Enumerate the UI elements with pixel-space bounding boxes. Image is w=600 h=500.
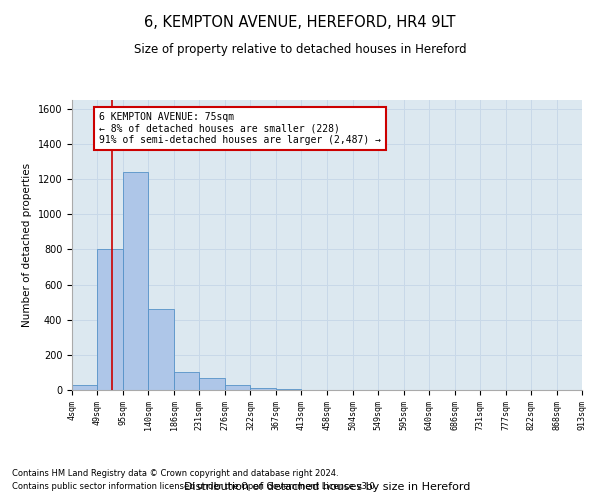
Bar [199, 378, 224, 390]
Bar [72, 384, 97, 390]
Y-axis label: Number of detached properties: Number of detached properties [22, 163, 32, 327]
Bar [250, 388, 275, 390]
Text: Contains public sector information licensed under the Open Government Licence v3: Contains public sector information licen… [12, 482, 377, 491]
Bar [123, 172, 148, 390]
Bar [97, 250, 123, 390]
Bar [224, 384, 250, 390]
Bar [275, 389, 301, 390]
Text: Size of property relative to detached houses in Hereford: Size of property relative to detached ho… [134, 42, 466, 56]
Text: 6 KEMPTON AVENUE: 75sqm
← 8% of detached houses are smaller (228)
91% of semi-de: 6 KEMPTON AVENUE: 75sqm ← 8% of detached… [99, 112, 381, 144]
Bar [148, 309, 174, 390]
Bar [174, 372, 199, 390]
Text: 6, KEMPTON AVENUE, HEREFORD, HR4 9LT: 6, KEMPTON AVENUE, HEREFORD, HR4 9LT [144, 15, 456, 30]
Text: Contains HM Land Registry data © Crown copyright and database right 2024.: Contains HM Land Registry data © Crown c… [12, 468, 338, 477]
X-axis label: Distribution of detached houses by size in Hereford: Distribution of detached houses by size … [184, 482, 470, 492]
